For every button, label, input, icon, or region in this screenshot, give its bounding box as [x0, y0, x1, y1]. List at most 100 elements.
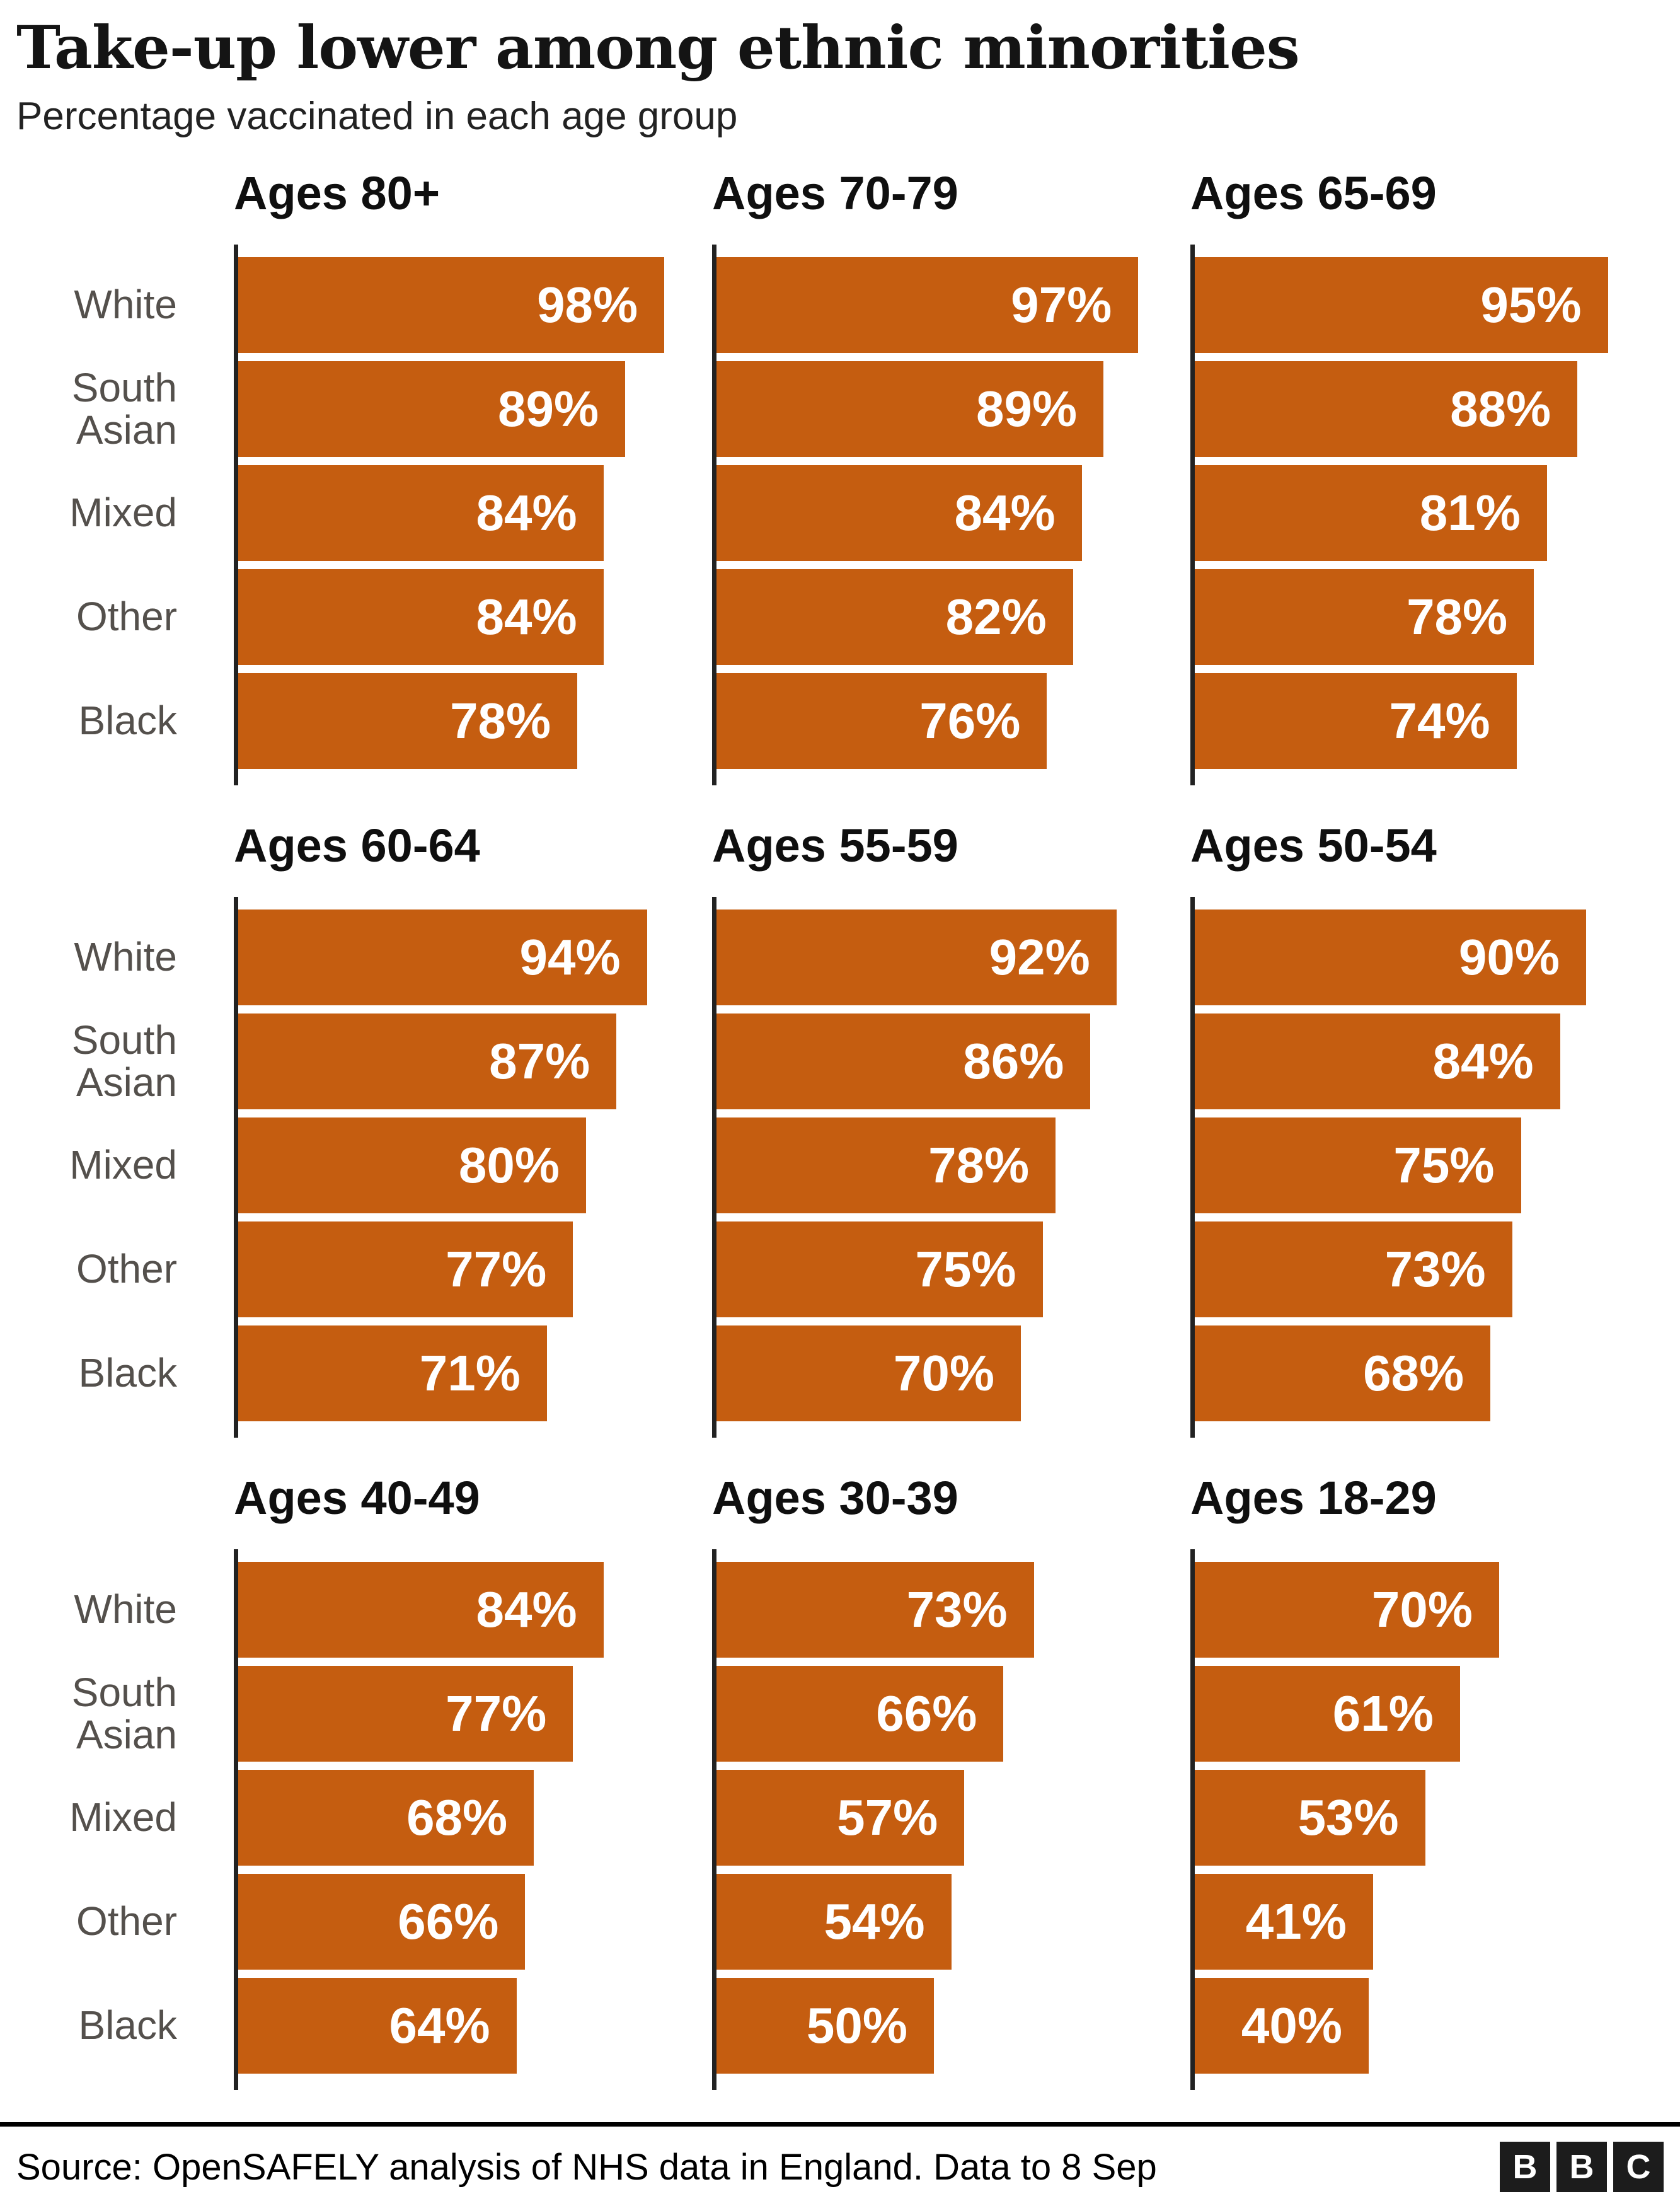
category-label: Black [78, 698, 178, 744]
bar: 89% [238, 361, 626, 457]
bar-value-label: 68% [406, 1789, 508, 1845]
bar: 53% [1195, 1769, 1425, 1866]
bar-value-label: 64% [389, 1997, 490, 2053]
bar-value-label: 71% [419, 1344, 521, 1401]
age-panel: Ages 70-79 97% 89% 84% 82% 76% [712, 157, 1151, 785]
bar: 92% [716, 909, 1117, 1005]
category-labels: White South Asian Mixed Other Black [16, 809, 195, 1438]
chart-card: Take-up lower among ethnic minorities Pe… [16, 14, 1630, 2090]
bar-value-label: 81% [1419, 484, 1521, 541]
bar: 98% [238, 257, 665, 353]
bar-value-label: 70% [1371, 1581, 1473, 1637]
chart-subtitle: Percentage vaccinated in each age group [16, 95, 738, 139]
bar-value-label: 41% [1245, 1893, 1347, 1949]
bar: 84% [238, 465, 604, 561]
bar: 64% [238, 1977, 517, 2074]
bar-chart: 97% 89% 84% 82% 76% [712, 244, 1151, 785]
bar-value-label: 66% [398, 1893, 499, 1949]
panel-title: Ages 65-69 [1190, 166, 1437, 219]
age-panel: Ages 40-49 84% 77% 68% 66% 64% [234, 1462, 673, 2090]
category-labels-body: White South Asian Mixed Other Black [16, 897, 195, 1421]
bar-value-label: 90% [1458, 928, 1560, 985]
bbc-logo-letter: C [1613, 2142, 1664, 2192]
category-label: Other [76, 1246, 177, 1292]
bar: 41% [1195, 1873, 1373, 1970]
category-label: Mixed [69, 490, 177, 536]
category-label: White [74, 934, 177, 980]
bar-value-label: 73% [1384, 1240, 1486, 1297]
bar-value-label: 97% [1011, 276, 1112, 333]
bar-value-label: 82% [945, 588, 1047, 645]
bar: 78% [716, 1117, 1056, 1213]
bar: 74% [1195, 673, 1517, 769]
bar-value-label: 95% [1480, 276, 1582, 333]
bar: 78% [1195, 569, 1534, 665]
bar: 95% [1195, 257, 1608, 353]
bar-chart: 70% 61% 53% 41% 40% [1190, 1549, 1630, 2090]
bar: 66% [238, 1873, 526, 1970]
bar-value-label: 84% [476, 484, 577, 541]
category-label: South Asian [71, 1670, 177, 1757]
bar: 70% [716, 1325, 1021, 1421]
panel-title: Ages 40-49 [234, 1471, 480, 1524]
bar: 77% [238, 1665, 573, 1762]
bar-value-label: 80% [458, 1136, 560, 1193]
bar-value-label: 75% [915, 1240, 1016, 1297]
bar-chart: 73% 66% 57% 54% 50% [712, 1549, 1151, 2090]
bar: 78% [238, 673, 578, 769]
category-label: Other [76, 594, 177, 640]
bar-value-label: 84% [954, 484, 1056, 541]
bbc-logo-letter: B [1556, 2142, 1607, 2192]
bar-value-label: 73% [906, 1581, 1008, 1637]
panel-title: Ages 30-39 [712, 1471, 958, 1524]
category-labels: White South Asian Mixed Other Black [16, 157, 195, 785]
category-label: Mixed [69, 1794, 177, 1840]
bar-value-label: 75% [1393, 1136, 1495, 1193]
bar: 75% [1195, 1117, 1521, 1213]
panel-title: Ages 60-64 [234, 819, 480, 872]
bar: 71% [238, 1325, 547, 1421]
panel-title: Ages 55-59 [712, 819, 958, 872]
chart-row: White South Asian Mixed Other Black Ages 40-4… [16, 1462, 1630, 2090]
bar-value-label: 76% [919, 692, 1021, 749]
age-panel: Ages 55-59 92% 86% 78% 75% 70% [712, 809, 1151, 1438]
panel-title: Ages 50-54 [1190, 819, 1437, 872]
category-label: Mixed [69, 1142, 177, 1188]
age-panel: Ages 65-69 95% 88% 81% 78% 74% [1190, 157, 1630, 785]
bar: 82% [716, 569, 1073, 665]
source-note: Source: OpenSAFELY analysis of NHS data … [16, 2146, 1157, 2188]
bar-value-label: 77% [446, 1685, 547, 1741]
bar-chart: 84% 77% 68% 66% 64% [234, 1549, 673, 2090]
category-label: South Asian [71, 1017, 177, 1105]
bar-value-label: 74% [1389, 692, 1490, 749]
category-label: Other [76, 1898, 177, 1944]
panel-title: Ages 18-29 [1190, 1471, 1437, 1524]
bbc-logo: B B C [1500, 2142, 1664, 2192]
bar-value-label: 78% [1407, 588, 1508, 645]
bar-value-label: 61% [1332, 1685, 1434, 1741]
bar-value-label: 78% [928, 1136, 1030, 1193]
bar-value-label: 98% [537, 276, 638, 333]
age-panel: Ages 80+ 98% 89% 84% 84% 78% [234, 157, 673, 785]
bar: 86% [716, 1013, 1091, 1109]
bar: 80% [238, 1117, 586, 1213]
age-panel: Ages 60-64 94% 87% 80% 77% 71% [234, 809, 673, 1438]
bar-value-label: 84% [1432, 1032, 1534, 1089]
bar-value-label: 77% [446, 1240, 547, 1297]
bar-value-label: 40% [1241, 1997, 1342, 2053]
bar: 87% [238, 1013, 617, 1109]
bar: 61% [1195, 1665, 1460, 1762]
bar-value-label: 66% [876, 1685, 977, 1741]
age-panel: Ages 50-54 90% 84% 75% 73% 68% [1190, 809, 1630, 1438]
bar-value-label: 89% [497, 380, 599, 437]
title-spacer [16, 809, 195, 897]
bar-value-label: 84% [476, 588, 577, 645]
panel-title: Ages 70-79 [712, 166, 958, 219]
bar-value-label: 57% [837, 1789, 938, 1845]
bar: 88% [1195, 361, 1578, 457]
bar: 57% [716, 1769, 965, 1866]
category-label: White [74, 282, 177, 328]
bar: 94% [238, 909, 647, 1005]
bar: 84% [238, 1561, 604, 1658]
bar-value-label: 70% [893, 1344, 994, 1401]
